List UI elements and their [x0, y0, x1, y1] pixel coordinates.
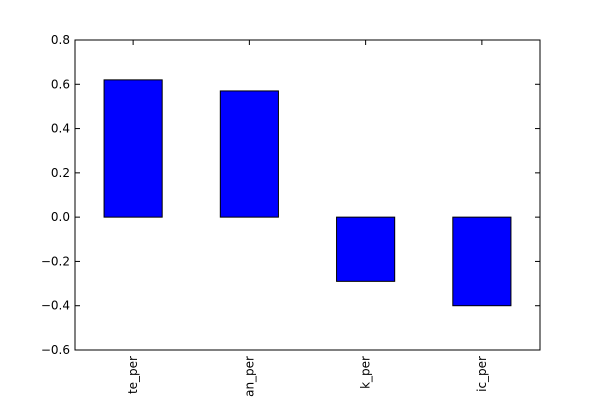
y-tick-label: 0.8 — [51, 33, 70, 47]
y-tick-label: 0.4 — [51, 122, 70, 136]
y-tick-label: −0.6 — [41, 343, 70, 357]
y-tick-label: 0.2 — [51, 166, 70, 180]
y-tick-label: 0.0 — [51, 210, 70, 224]
x-tick-label-black-per: k_per — [359, 356, 373, 389]
y-tick-label: −0.4 — [41, 299, 70, 313]
x-tick-label-white-per: te_per — [126, 356, 140, 394]
bar-asian-per — [219, 90, 279, 218]
bar-black-per — [336, 216, 396, 282]
bar-hispanic-per — [452, 216, 512, 307]
y-tick-label: 0.6 — [51, 77, 70, 91]
y-tick-label: −0.2 — [41, 254, 70, 268]
bar-white-per — [103, 79, 163, 218]
x-tick-label-hispanic-per: ic_per — [475, 356, 489, 392]
x-tick-label-asian-per: an_per — [242, 356, 256, 397]
